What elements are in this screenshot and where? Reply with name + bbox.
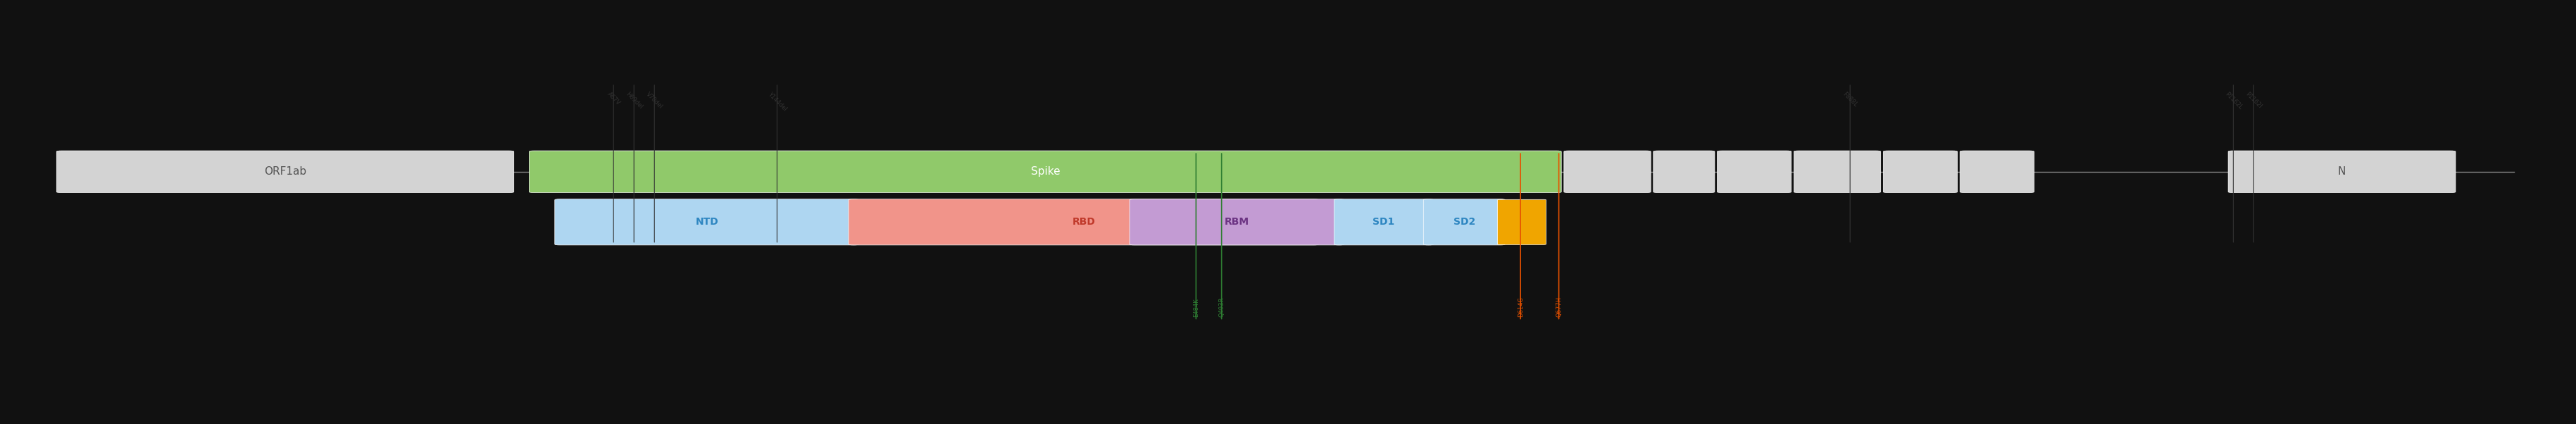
Text: N: N [2339,167,2347,177]
Text: V70del: V70del [644,91,665,110]
FancyBboxPatch shape [1425,199,1504,245]
FancyBboxPatch shape [1497,200,1546,245]
FancyBboxPatch shape [1334,199,1435,245]
FancyBboxPatch shape [1564,151,1651,192]
Text: Q493R: Q493R [1218,297,1224,317]
Text: Spike: Spike [1030,167,1059,177]
FancyBboxPatch shape [1960,151,2035,192]
Text: A67V: A67V [605,91,621,107]
Text: ORF1ab: ORF1ab [265,167,307,177]
FancyBboxPatch shape [1793,151,1880,192]
Text: E484K: E484K [1193,298,1200,317]
FancyBboxPatch shape [1654,151,1716,192]
Text: P1162L: P1162L [2223,91,2244,111]
FancyBboxPatch shape [57,151,513,192]
FancyBboxPatch shape [1131,199,1345,245]
Text: Y144del: Y144del [768,91,788,112]
FancyBboxPatch shape [2228,151,2455,192]
Text: H69del: H69del [623,91,644,111]
Text: P1162I: P1162I [2244,91,2264,110]
FancyBboxPatch shape [1883,151,1958,192]
Text: RBD: RBD [1072,217,1095,227]
FancyBboxPatch shape [1718,151,1790,192]
Text: Q677H: Q677H [1556,296,1561,317]
FancyBboxPatch shape [528,151,1561,192]
FancyBboxPatch shape [848,199,1319,245]
Text: NTD: NTD [696,217,719,227]
Text: SD1: SD1 [1373,217,1394,227]
Text: F888L: F888L [1842,91,1860,109]
Text: SD2: SD2 [1453,217,1476,227]
FancyBboxPatch shape [554,199,858,245]
Text: D614G: D614G [1517,296,1522,317]
Text: RBM: RBM [1224,217,1249,227]
